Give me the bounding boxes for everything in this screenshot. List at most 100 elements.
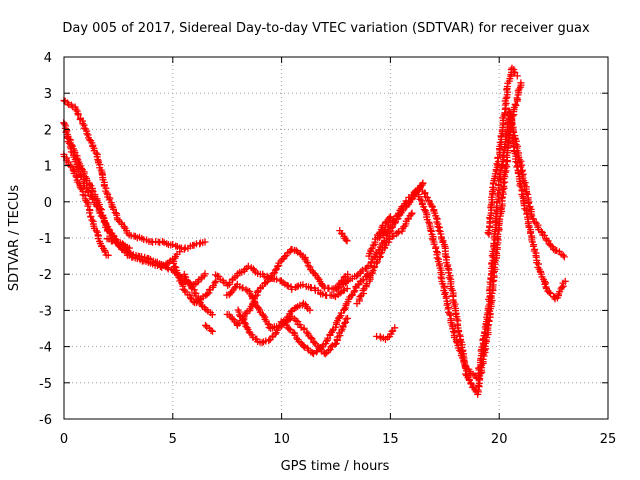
data-point [512, 101, 520, 109]
y-tick-label: -5 [39, 377, 52, 392]
data-point [467, 380, 475, 388]
data-point [92, 149, 100, 157]
data-point [77, 171, 85, 179]
data-point [561, 277, 569, 285]
y-tick-label: 3 [44, 87, 52, 102]
data-point [239, 314, 247, 322]
data-point [88, 216, 96, 224]
x-tick-label: 20 [491, 432, 508, 447]
data-point [350, 288, 358, 296]
data-point [87, 213, 95, 221]
data-point [452, 338, 460, 346]
data-point [376, 333, 384, 341]
data-point [419, 179, 427, 187]
data-point [105, 228, 113, 236]
data-point [271, 330, 279, 338]
data-point [240, 319, 248, 327]
data-point [368, 244, 376, 252]
tick-labels: 0 5 10 15 20 25 -6 -5 -4 -3 -2 -1 0 1 2 3 4 [39, 51, 616, 447]
data-point [182, 273, 190, 281]
series-track-v [484, 64, 521, 238]
series-track-f [169, 255, 220, 307]
data-point [68, 163, 76, 171]
data-point [288, 285, 296, 293]
data-point [338, 280, 346, 288]
data-point [344, 270, 352, 278]
data-point [180, 245, 188, 253]
data-point [211, 279, 219, 287]
data-point [385, 214, 393, 222]
data-point [300, 342, 308, 350]
data-point [442, 252, 450, 260]
data-point [498, 162, 506, 170]
data-point [103, 189, 111, 197]
data-point [442, 294, 450, 302]
data-point [502, 95, 510, 103]
data-point [367, 246, 375, 254]
series-track-o [353, 209, 416, 308]
data-point [514, 169, 522, 177]
data-point [521, 205, 529, 213]
data-point [357, 268, 365, 276]
data-point [285, 325, 293, 333]
data-point [201, 238, 209, 246]
data-point [174, 271, 182, 279]
data-point [186, 294, 194, 302]
data-point [408, 209, 416, 217]
data-point [343, 285, 351, 293]
data-point [544, 237, 552, 245]
x-axis-label: GPS time / hours [281, 459, 390, 474]
x-tick-label: 0 [60, 432, 68, 447]
data-point [330, 292, 338, 300]
y-tick-label: -3 [39, 304, 52, 319]
data-point [381, 227, 389, 235]
data-point [86, 180, 94, 188]
data-point [171, 263, 179, 271]
data-point [376, 250, 384, 258]
data-point [331, 340, 339, 348]
x-tick-label: 10 [273, 432, 290, 447]
data-point [163, 264, 171, 272]
data-point [416, 195, 424, 203]
data-point [253, 288, 261, 296]
data-point [517, 79, 525, 87]
data-point [368, 268, 376, 276]
series-track-j [223, 274, 351, 329]
data-point [264, 320, 272, 328]
data-point [307, 334, 315, 342]
data-point [498, 194, 506, 202]
data-points [60, 64, 569, 398]
data-point [342, 236, 350, 244]
data-point [545, 288, 553, 296]
data-point [301, 343, 309, 351]
data-point [356, 293, 364, 301]
data-point [499, 185, 507, 193]
data-point [508, 133, 516, 141]
data-point [433, 254, 441, 262]
data-point [369, 241, 377, 249]
x-tick-label: 5 [169, 432, 177, 447]
data-point [196, 240, 204, 248]
data-point [358, 277, 366, 285]
data-point [69, 166, 77, 174]
data-point [113, 239, 121, 247]
data-point [510, 68, 518, 76]
data-point [64, 132, 72, 140]
data-point [344, 314, 352, 322]
series-track-d [64, 132, 133, 252]
data-point [86, 209, 94, 217]
series-track-x [508, 133, 569, 303]
y-tick-label: -4 [39, 341, 52, 356]
data-point [271, 266, 279, 274]
data-point [293, 283, 301, 291]
data-point [496, 138, 504, 146]
data-point [235, 311, 243, 319]
data-point [169, 241, 177, 249]
data-point [293, 334, 301, 342]
data-point [513, 163, 521, 171]
data-point [285, 316, 293, 324]
data-point [309, 349, 317, 357]
data-point [212, 277, 220, 285]
data-point [159, 237, 167, 245]
